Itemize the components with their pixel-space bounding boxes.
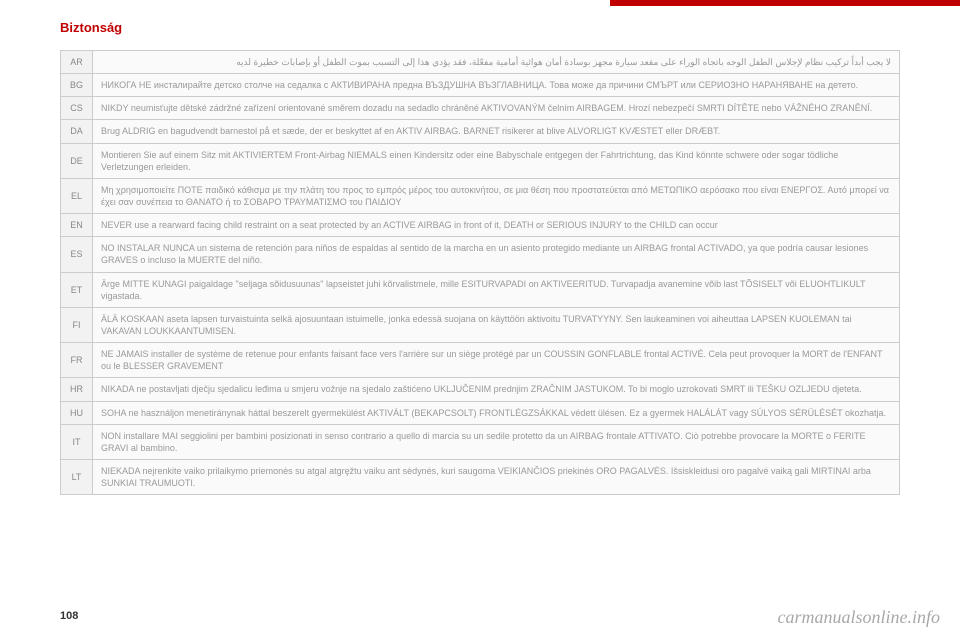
table-row: FRNE JAMAIS installer de système de rete… <box>61 343 900 378</box>
warning-text: ÄLÄ KOSKAAN aseta lapsen turvaistuinta s… <box>93 307 900 342</box>
table-row: FIÄLÄ KOSKAAN aseta lapsen turvaistuinta… <box>61 307 900 342</box>
warning-text: NE JAMAIS installer de système de retenu… <box>93 343 900 378</box>
table-row: DABrug ALDRIG en bagudvendt barnestol på… <box>61 120 900 143</box>
watermark: carmanualsonline.info <box>778 607 941 628</box>
warning-text: لا يجب أبداً تركيب نظام لإجلاس الطفل الو… <box>93 51 900 74</box>
lang-code: ES <box>61 237 93 272</box>
lang-code: AR <box>61 51 93 74</box>
table-row: CSNIKDY neumisťujte dětské zádržné zaříz… <box>61 97 900 120</box>
warning-text: Ärge MITTE KUNAGI paigaldage "seljaga sõ… <box>93 272 900 307</box>
section-title: Biztonság <box>60 20 122 35</box>
lang-code: EL <box>61 178 93 213</box>
table-row: ESNO INSTALAR NUNCA un sistema de retenc… <box>61 237 900 272</box>
warning-text: Montieren Sie auf einem Sitz mit AKTIVIE… <box>93 143 900 178</box>
lang-code: HR <box>61 378 93 401</box>
table-row: ELΜη χρησιμοποιείτε ΠΟΤΕ παιδικό κάθισμα… <box>61 178 900 213</box>
warning-text: NIKADA ne postavljati dječju sjedalicu l… <box>93 378 900 401</box>
table-row: ENNEVER use a rearward facing child rest… <box>61 214 900 237</box>
warning-text: NON installare MAI seggiolini per bambin… <box>93 424 900 459</box>
lang-code: BG <box>61 74 93 97</box>
lang-code: ET <box>61 272 93 307</box>
warning-text: SOHA ne használjon menetiránynak háttal … <box>93 401 900 424</box>
lang-code: HU <box>61 401 93 424</box>
table-row: LTNIEKADA neįrenkite vaiko prilaikymo pr… <box>61 459 900 494</box>
warning-text: NIKDY neumisťujte dětské zádržné zařízen… <box>93 97 900 120</box>
lang-code: FI <box>61 307 93 342</box>
table-row: HUSOHA ne használjon menetiránynak hátta… <box>61 401 900 424</box>
lang-code: EN <box>61 214 93 237</box>
page-number: 108 <box>60 610 78 622</box>
warning-table: ARلا يجب أبداً تركيب نظام لإجلاس الطفل ا… <box>60 50 900 495</box>
lang-code: DA <box>61 120 93 143</box>
table-row: BGНИКОГА НЕ инсталирайте детско столче н… <box>61 74 900 97</box>
table-row: ARلا يجب أبداً تركيب نظام لإجلاس الطفل ا… <box>61 51 900 74</box>
table-row: HRNIKADA ne postavljati dječju sjedalicu… <box>61 378 900 401</box>
lang-code: FR <box>61 343 93 378</box>
lang-code: IT <box>61 424 93 459</box>
warning-text: Μη χρησιμοποιείτε ΠΟΤΕ παιδικό κάθισμα μ… <box>93 178 900 213</box>
warning-text: NO INSTALAR NUNCA un sistema de retenció… <box>93 237 900 272</box>
warning-text: НИКОГА НЕ инсталирайте детско столче на … <box>93 74 900 97</box>
table-row: ETÄrge MITTE KUNAGI paigaldage "seljaga … <box>61 272 900 307</box>
lang-code: LT <box>61 459 93 494</box>
warning-text: Brug ALDRIG en bagudvendt barnestol på e… <box>93 120 900 143</box>
warning-text: NIEKADA neįrenkite vaiko prilaikymo prie… <box>93 459 900 494</box>
warning-text: NEVER use a rearward facing child restra… <box>93 214 900 237</box>
table-row: DEMontieren Sie auf einem Sitz mit AKTIV… <box>61 143 900 178</box>
header-accent-bar <box>610 0 960 6</box>
lang-code: CS <box>61 97 93 120</box>
lang-code: DE <box>61 143 93 178</box>
table-row: ITNON installare MAI seggiolini per bamb… <box>61 424 900 459</box>
